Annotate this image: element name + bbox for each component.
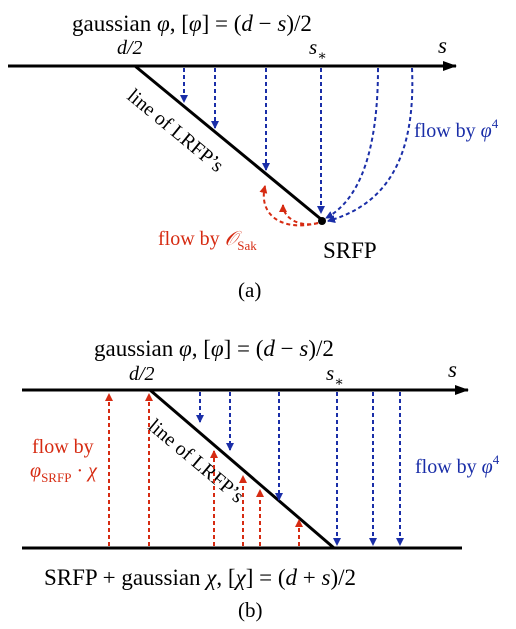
panel-a-flow-sak-label: flow by 𝒪Sak — [158, 228, 257, 253]
panel-a-red-curved-arrow — [279, 204, 319, 226]
panel-a-flow-phi4-label: flow by φ4 — [414, 116, 499, 142]
panel-b-lrfp-line — [149, 388, 335, 550]
panel-a-blue-curved-arrow — [327, 67, 414, 223]
panel-a-d-half-label: d/2 — [117, 37, 143, 59]
panel-a-srfp-point — [318, 217, 326, 225]
panel-b-flow-chi-label: φSRFP · χ — [30, 460, 98, 485]
panel-a-axis-label: s — [438, 33, 447, 58]
panel-b-s-star-label: s∗ — [326, 361, 344, 390]
panel-b-title: gaussian φ, [φ] = (d − s)/2 — [94, 336, 334, 361]
panel-a-caption: (a) — [238, 278, 261, 302]
panel-a-blue-curved-arrow — [325, 67, 379, 219]
panel-a-red-curved-arrow — [259, 185, 319, 227]
panel-b-flow-phi4-label: flow by φ4 — [415, 452, 500, 478]
panel-b-bottom-label: SRFP + gaussian χ, [χ] = (d + s)/2 — [44, 565, 356, 590]
panel-b: gaussian φ, [φ] = (d − s)/2 s d/2 s∗ lin… — [22, 336, 500, 622]
panel-a-lrfp-line — [134, 64, 323, 222]
panel-a-srfp-label: SRFP — [323, 238, 377, 263]
panel-a-s-star-label: s∗ — [309, 35, 327, 64]
panel-b-d-half-label: d/2 — [129, 363, 155, 385]
panel-b-caption: (b) — [238, 598, 263, 622]
panel-b-axis-label: s — [448, 357, 457, 382]
panel-a-title: gaussian φ, [φ] = (d − s)/2 — [72, 11, 312, 36]
panel-a: gaussian φ, [φ] = (d − s)/2 s d/2 s∗ lin… — [8, 11, 499, 302]
panel-b-flow-by-label: flow by — [32, 436, 94, 458]
